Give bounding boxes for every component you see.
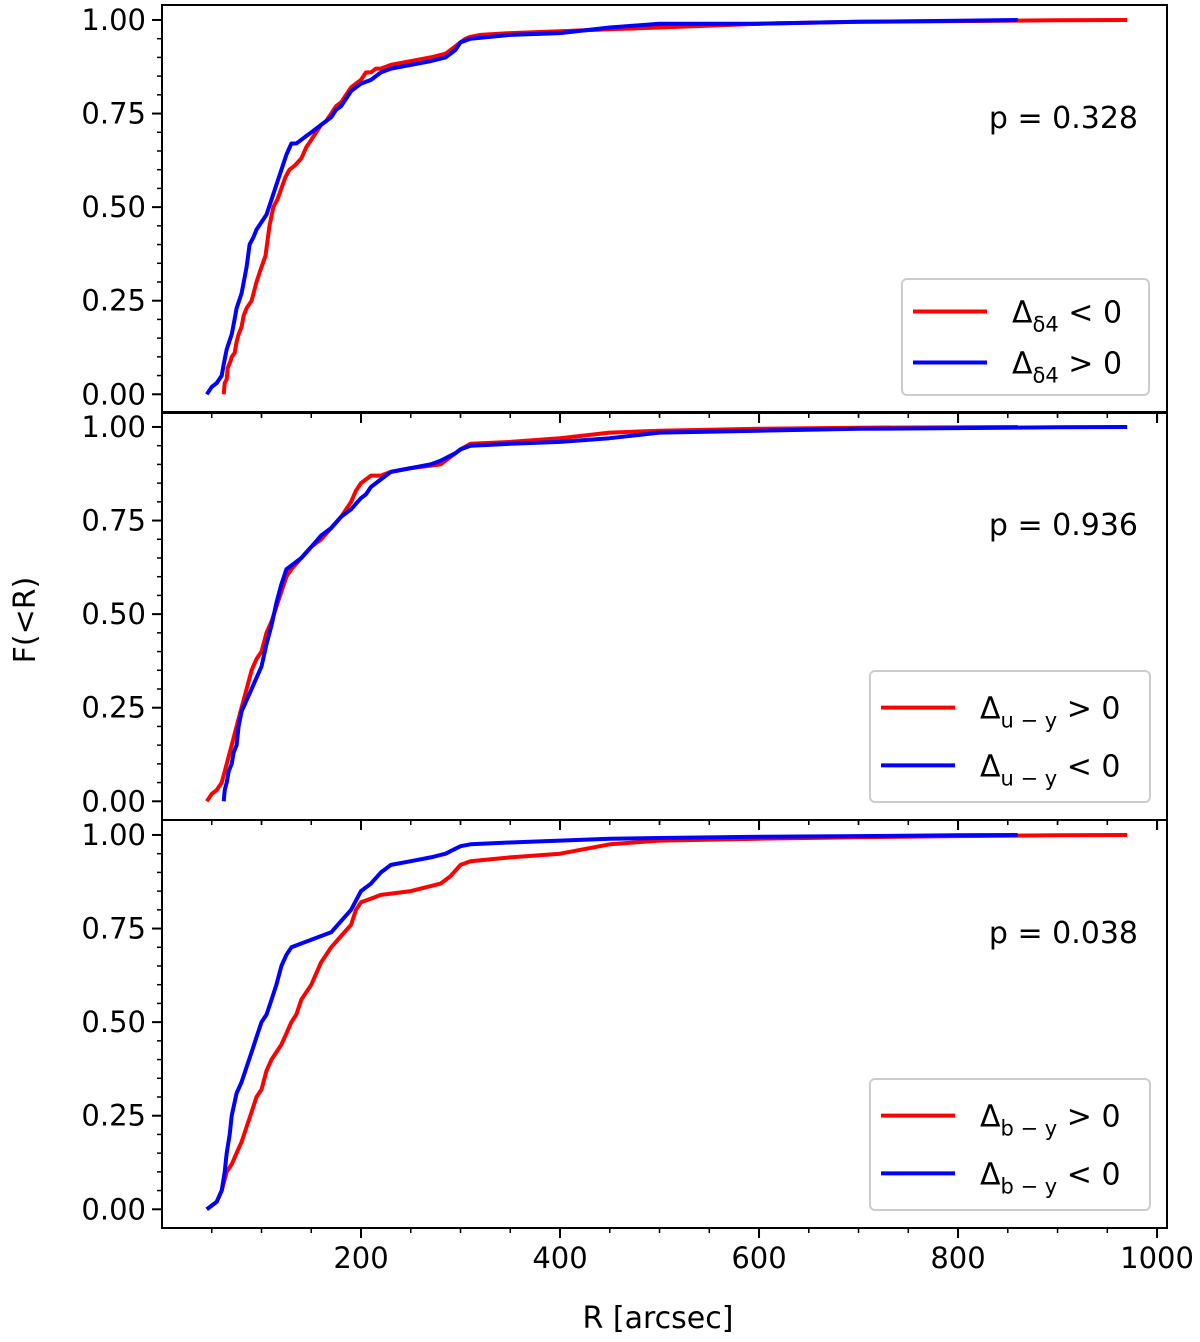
legend-label: Δb − y > 0 <box>980 1100 1121 1141</box>
p-value-annotation: p = 0.936 <box>989 508 1138 543</box>
y-tick-label: 0.75 <box>81 97 146 131</box>
y-tick-label: 0.00 <box>81 1192 146 1226</box>
x-tick-label: 1000 <box>1120 1241 1194 1275</box>
series-line <box>205 833 1128 1211</box>
y-tick-label: 1.00 <box>81 410 146 444</box>
y-tick-label: 1.00 <box>81 818 146 852</box>
legend: Δδ4 < 0 Δδ4 > 0 <box>901 278 1150 396</box>
x-axis-label: R [arcsec] <box>583 1301 734 1336</box>
legend-label: Δu − y > 0 <box>980 692 1121 733</box>
y-tick-label: 0.50 <box>81 190 146 224</box>
legend: Δu − y > 0 Δu − y < 0 <box>869 670 1151 803</box>
legend-label: Δu − y < 0 <box>980 749 1121 790</box>
y-tick-label: 0.75 <box>81 912 146 946</box>
y-tick-label: 1.00 <box>81 3 146 37</box>
x-tick-label: 400 <box>532 1241 587 1275</box>
legend-frame <box>901 278 1150 396</box>
y-tick-label: 0.25 <box>81 1099 146 1133</box>
y-tick-label: 0.00 <box>81 377 146 411</box>
p-value-annotation: p = 0.038 <box>989 916 1138 951</box>
legend-frame <box>869 670 1151 803</box>
y-tick-label: 0.50 <box>81 597 146 631</box>
y-axis-label: F(<R) <box>8 577 43 664</box>
legend-label: Δδ4 > 0 <box>1012 347 1122 388</box>
y-tick-label: 0.50 <box>81 1005 146 1039</box>
series-line <box>221 425 1128 802</box>
panel-3: 0.00 0.25 0.50 0.75 1.00 200 400 600 800 1000 p = … <box>81 818 1194 1275</box>
series-line <box>205 833 1018 1211</box>
legend-label: Δδ4 < 0 <box>1012 295 1122 336</box>
x-tick-label: 600 <box>731 1241 786 1275</box>
legend: Δb − y > 0 Δb − y < 0 <box>869 1078 1151 1211</box>
y-tick-label: 0.00 <box>81 784 146 818</box>
panel-frame <box>161 819 1168 1229</box>
legend-label: Δb − y < 0 <box>980 1157 1121 1198</box>
x-tick-label: 800 <box>930 1241 985 1275</box>
y-tick-label: 0.25 <box>81 691 146 725</box>
series-line <box>205 18 1018 396</box>
legend-frame <box>869 1078 1151 1211</box>
x-tick-label: 200 <box>333 1241 388 1275</box>
y-tick-label: 0.25 <box>81 284 146 318</box>
y-tick-label: 0.75 <box>81 504 146 538</box>
p-value-annotation: p = 0.328 <box>989 101 1138 136</box>
